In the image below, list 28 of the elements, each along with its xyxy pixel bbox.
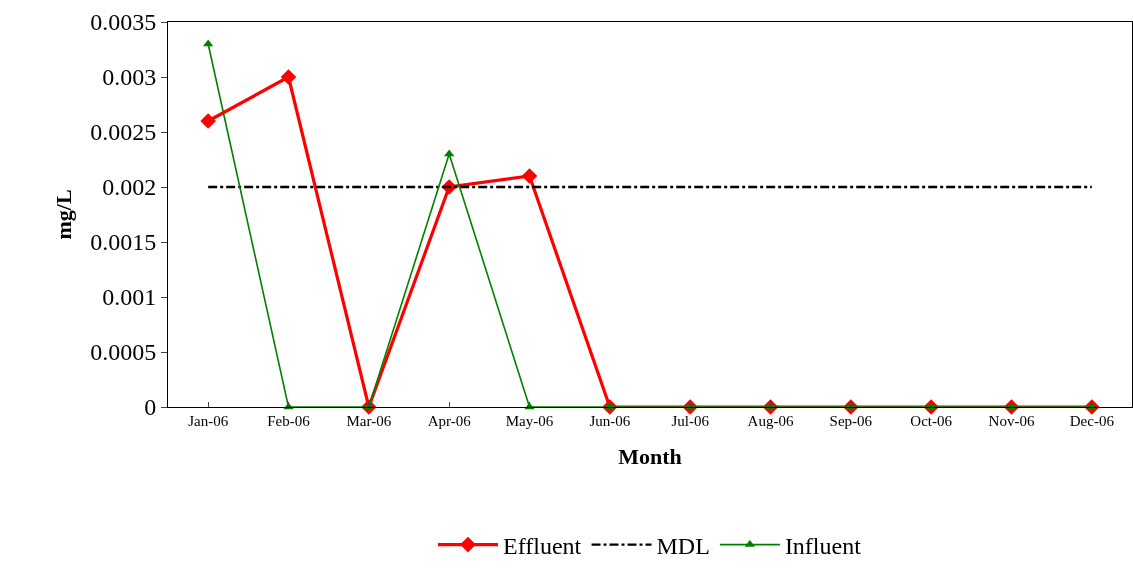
x-tick-label: Feb-06: [267, 413, 311, 429]
x-tick-label: Jan-06: [188, 413, 229, 429]
x-tick-label: Dec-06: [1069, 413, 1115, 429]
legend-label: Effluent: [503, 532, 582, 559]
x-tick-label: Apr-06: [427, 413, 472, 429]
y-tick-label: 0.003: [102, 64, 157, 91]
y-tick-label: 0.0035: [90, 9, 157, 36]
legend-label: Influent: [784, 532, 862, 559]
x-tick-label: Mar-06: [346, 413, 392, 429]
x-tick-label: Aug-06: [747, 413, 794, 429]
point: [521, 168, 538, 184]
y-axis-title: mg/L: [51, 189, 76, 240]
y-tick-label: 0.0015: [90, 229, 157, 256]
x-tick-label: May-06: [505, 413, 554, 429]
y-tick-label: 0: [144, 394, 157, 421]
x-tick-label: Nov-06: [988, 413, 1035, 429]
point: [280, 69, 297, 85]
y-tick-label: 0.001: [102, 284, 157, 311]
x-tick-label: Sep-06: [829, 413, 873, 429]
y-tick-label: 0.0025: [90, 119, 157, 146]
x-tick-label: Oct-06: [910, 413, 953, 429]
x-tick-label: Jun-06: [589, 413, 631, 429]
y-tick-label: 0.0005: [90, 339, 157, 366]
x-axis-title: Month: [618, 443, 682, 469]
x-tick-label: Jul-06: [671, 413, 710, 429]
y-tick-label: 0.002: [102, 174, 157, 201]
point: [200, 113, 216, 129]
legend-label: MDL: [656, 532, 710, 559]
